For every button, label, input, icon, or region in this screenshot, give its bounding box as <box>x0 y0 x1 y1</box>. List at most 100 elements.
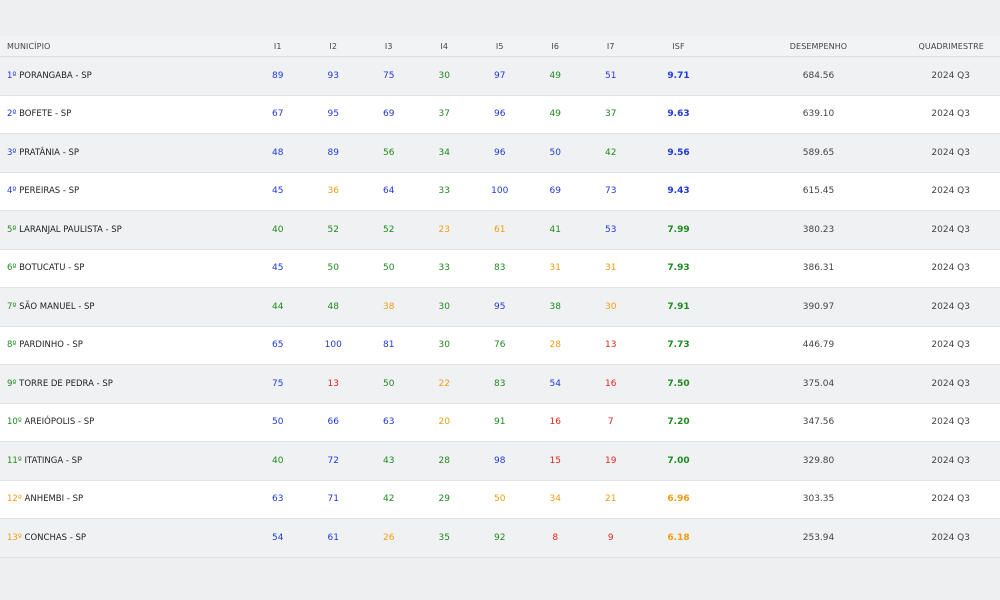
rank-label: 1º <box>7 70 17 81</box>
quadrimestre-cell: 2024 Q3 <box>931 532 970 543</box>
table-body: 1º PORANGABA - SP 89 93 75 30 97 49 51 9.71 684.5… <box>0 57 1000 558</box>
indicator-i7-cell: 19 <box>605 455 617 466</box>
municipio-name: PEREIRAS - SP <box>19 186 80 197</box>
indicator-i1-cell: 50 <box>272 417 284 428</box>
col-i7[interactable]: I7 <box>606 41 615 51</box>
indicator-i2-cell: 95 <box>327 109 339 120</box>
municipio-cell: 11º ITATINGA - SP <box>0 456 250 466</box>
indicator-i6-cell: 69 <box>549 186 561 197</box>
isf-cell: 7.00 <box>667 455 690 466</box>
municipio-cell: 3º PRATÂNIA - SP <box>0 148 250 158</box>
indicator-i4-cell: 37 <box>438 109 450 120</box>
indicator-i6-cell: 50 <box>549 147 561 158</box>
desempenho-cell: 329.80 <box>802 455 835 466</box>
rank-label: 5º <box>7 224 17 235</box>
indicator-i1-cell: 40 <box>272 224 284 235</box>
indicator-i7-cell: 9 <box>607 532 614 543</box>
table-row[interactable]: 13º CONCHAS - SP 54 61 26 35 92 8 9 6.18 253.94 20… <box>0 519 1000 558</box>
indicator-i5-cell: 91 <box>494 417 506 428</box>
municipio-name: BOTUCATU - SP <box>19 263 85 274</box>
municipio-name: CONCHAS - SP <box>24 532 87 543</box>
municipio-cell: 9º TORRE DE PEDRA - SP <box>0 379 250 389</box>
municipio-name: SÃO MANUEL - SP <box>19 301 95 312</box>
table-row[interactable]: 7º SÃO MANUEL - SP 44 48 38 30 95 38 30 7.91 390.… <box>0 288 1000 327</box>
col-i4[interactable]: I4 <box>440 41 449 51</box>
indicator-i4-cell: 30 <box>438 70 450 81</box>
indicator-i4-cell: 34 <box>438 147 450 158</box>
table-row[interactable]: 1º PORANGABA - SP 89 93 75 30 97 49 51 9.71 684.5… <box>0 57 1000 96</box>
indicator-i1-cell: 89 <box>272 70 284 81</box>
indicator-i5-cell: 50 <box>494 494 506 505</box>
indicator-i2-cell: 61 <box>327 532 339 543</box>
indicator-i5-cell: 76 <box>494 340 506 351</box>
quadrimestre-cell: 2024 Q3 <box>931 455 970 466</box>
indicator-i6-cell: 34 <box>549 494 561 505</box>
indicator-i6-cell: 8 <box>552 532 559 543</box>
municipio-cell: 10º AREIÓPOLIS - SP <box>0 417 250 427</box>
desempenho-cell: 615.45 <box>802 186 835 197</box>
table-row[interactable]: 11º ITATINGA - SP 40 72 43 28 98 15 19 7.00 329.8… <box>0 442 1000 481</box>
quadrimestre-cell: 2024 Q3 <box>931 378 970 389</box>
indicator-i2-cell: 72 <box>327 455 339 466</box>
rank-label: 4º <box>7 186 17 197</box>
indicator-i6-cell: 38 <box>549 301 561 312</box>
desempenho-cell: 380.23 <box>802 224 835 235</box>
table-row[interactable]: 3º PRATÂNIA - SP 48 89 56 34 96 50 42 9.56 589.65… <box>0 134 1000 173</box>
table-row[interactable]: 6º BOTUCATU - SP 45 50 50 33 83 31 31 7.93 386.31… <box>0 249 1000 288</box>
indicator-i1-cell: 63 <box>272 494 284 505</box>
table-row[interactable]: 9º TORRE DE PEDRA - SP 75 13 50 22 83 54 16 7.50… <box>0 365 1000 404</box>
col-i3[interactable]: I3 <box>384 41 393 51</box>
indicator-i1-cell: 48 <box>272 147 284 158</box>
indicator-i6-cell: 28 <box>549 340 561 351</box>
rank-label: 7º <box>7 301 17 312</box>
rank-label: 2º <box>7 109 17 120</box>
indicator-i5-cell: 83 <box>494 263 506 274</box>
indicator-i2-cell: 93 <box>327 70 339 81</box>
isf-cell: 6.18 <box>667 532 690 543</box>
indicator-i1-cell: 67 <box>272 109 284 120</box>
indicator-i4-cell: 20 <box>438 417 450 428</box>
quadrimestre-cell: 2024 Q3 <box>931 70 970 81</box>
indicator-i5-cell: 61 <box>494 224 506 235</box>
col-i6[interactable]: I6 <box>551 41 560 51</box>
indicator-i3-cell: 43 <box>383 455 395 466</box>
municipio-name: ANHEMBI - SP <box>24 494 84 505</box>
col-isf[interactable]: ISF <box>672 41 685 51</box>
municipio-cell: 1º PORANGABA - SP <box>0 71 250 81</box>
desempenho-cell: 639.10 <box>802 109 835 120</box>
indicator-i3-cell: 50 <box>383 378 395 389</box>
table-row[interactable]: 10º AREIÓPOLIS - SP 50 66 63 20 91 16 7 7.20 347.… <box>0 403 1000 442</box>
indicator-i7-cell: 7 <box>607 417 614 428</box>
desempenho-cell: 375.04 <box>802 378 835 389</box>
table-row[interactable]: 5º LARANJAL PAULISTA - SP 40 52 52 23 61 41 53 7… <box>0 211 1000 250</box>
municipio-name: ITATINGA - SP <box>24 455 83 466</box>
indicator-i4-cell: 29 <box>438 494 450 505</box>
indicator-i7-cell: 73 <box>605 186 617 197</box>
table-row[interactable]: 2º BOFETE - SP 67 95 69 37 96 49 37 9.63 639.10 20… <box>0 95 1000 134</box>
indicator-i6-cell: 15 <box>549 455 561 466</box>
table-row[interactable]: 12º ANHEMBI - SP 63 71 42 29 50 34 21 6.96 303.35… <box>0 480 1000 519</box>
indicator-i4-cell: 33 <box>438 186 450 197</box>
indicator-i1-cell: 45 <box>272 186 284 197</box>
col-i2[interactable]: I2 <box>329 41 338 51</box>
col-quadrimestre[interactable]: QUADRIMESTRE <box>918 41 984 51</box>
rank-label: 13º <box>7 532 22 543</box>
isf-cell: 7.99 <box>667 224 690 235</box>
indicator-i1-cell: 75 <box>272 378 284 389</box>
indicator-i2-cell: 89 <box>327 147 339 158</box>
col-i1[interactable]: I1 <box>273 41 282 51</box>
indicator-i5-cell: 97 <box>494 70 506 81</box>
rank-label: 11º <box>7 455 22 466</box>
table-row[interactable]: 4º PEREIRAS - SP 45 36 64 33 100 69 73 9.43 615.4… <box>0 172 1000 211</box>
indicator-i7-cell: 21 <box>605 494 617 505</box>
col-i5[interactable]: I5 <box>495 41 504 51</box>
indicator-i2-cell: 71 <box>327 494 339 505</box>
col-desempenho[interactable]: DESEMPENHO <box>789 41 848 51</box>
isf-cell: 7.50 <box>667 378 690 389</box>
indicator-i6-cell: 16 <box>549 417 561 428</box>
indicator-i1-cell: 45 <box>272 263 284 274</box>
table-row[interactable]: 8º PARDINHO - SP 65 100 81 30 76 28 13 7.73 446.7… <box>0 326 1000 365</box>
col-municipio[interactable]: MUNICÍPIO <box>7 41 51 51</box>
isf-cell: 7.73 <box>667 340 690 351</box>
indicator-i3-cell: 56 <box>383 147 395 158</box>
